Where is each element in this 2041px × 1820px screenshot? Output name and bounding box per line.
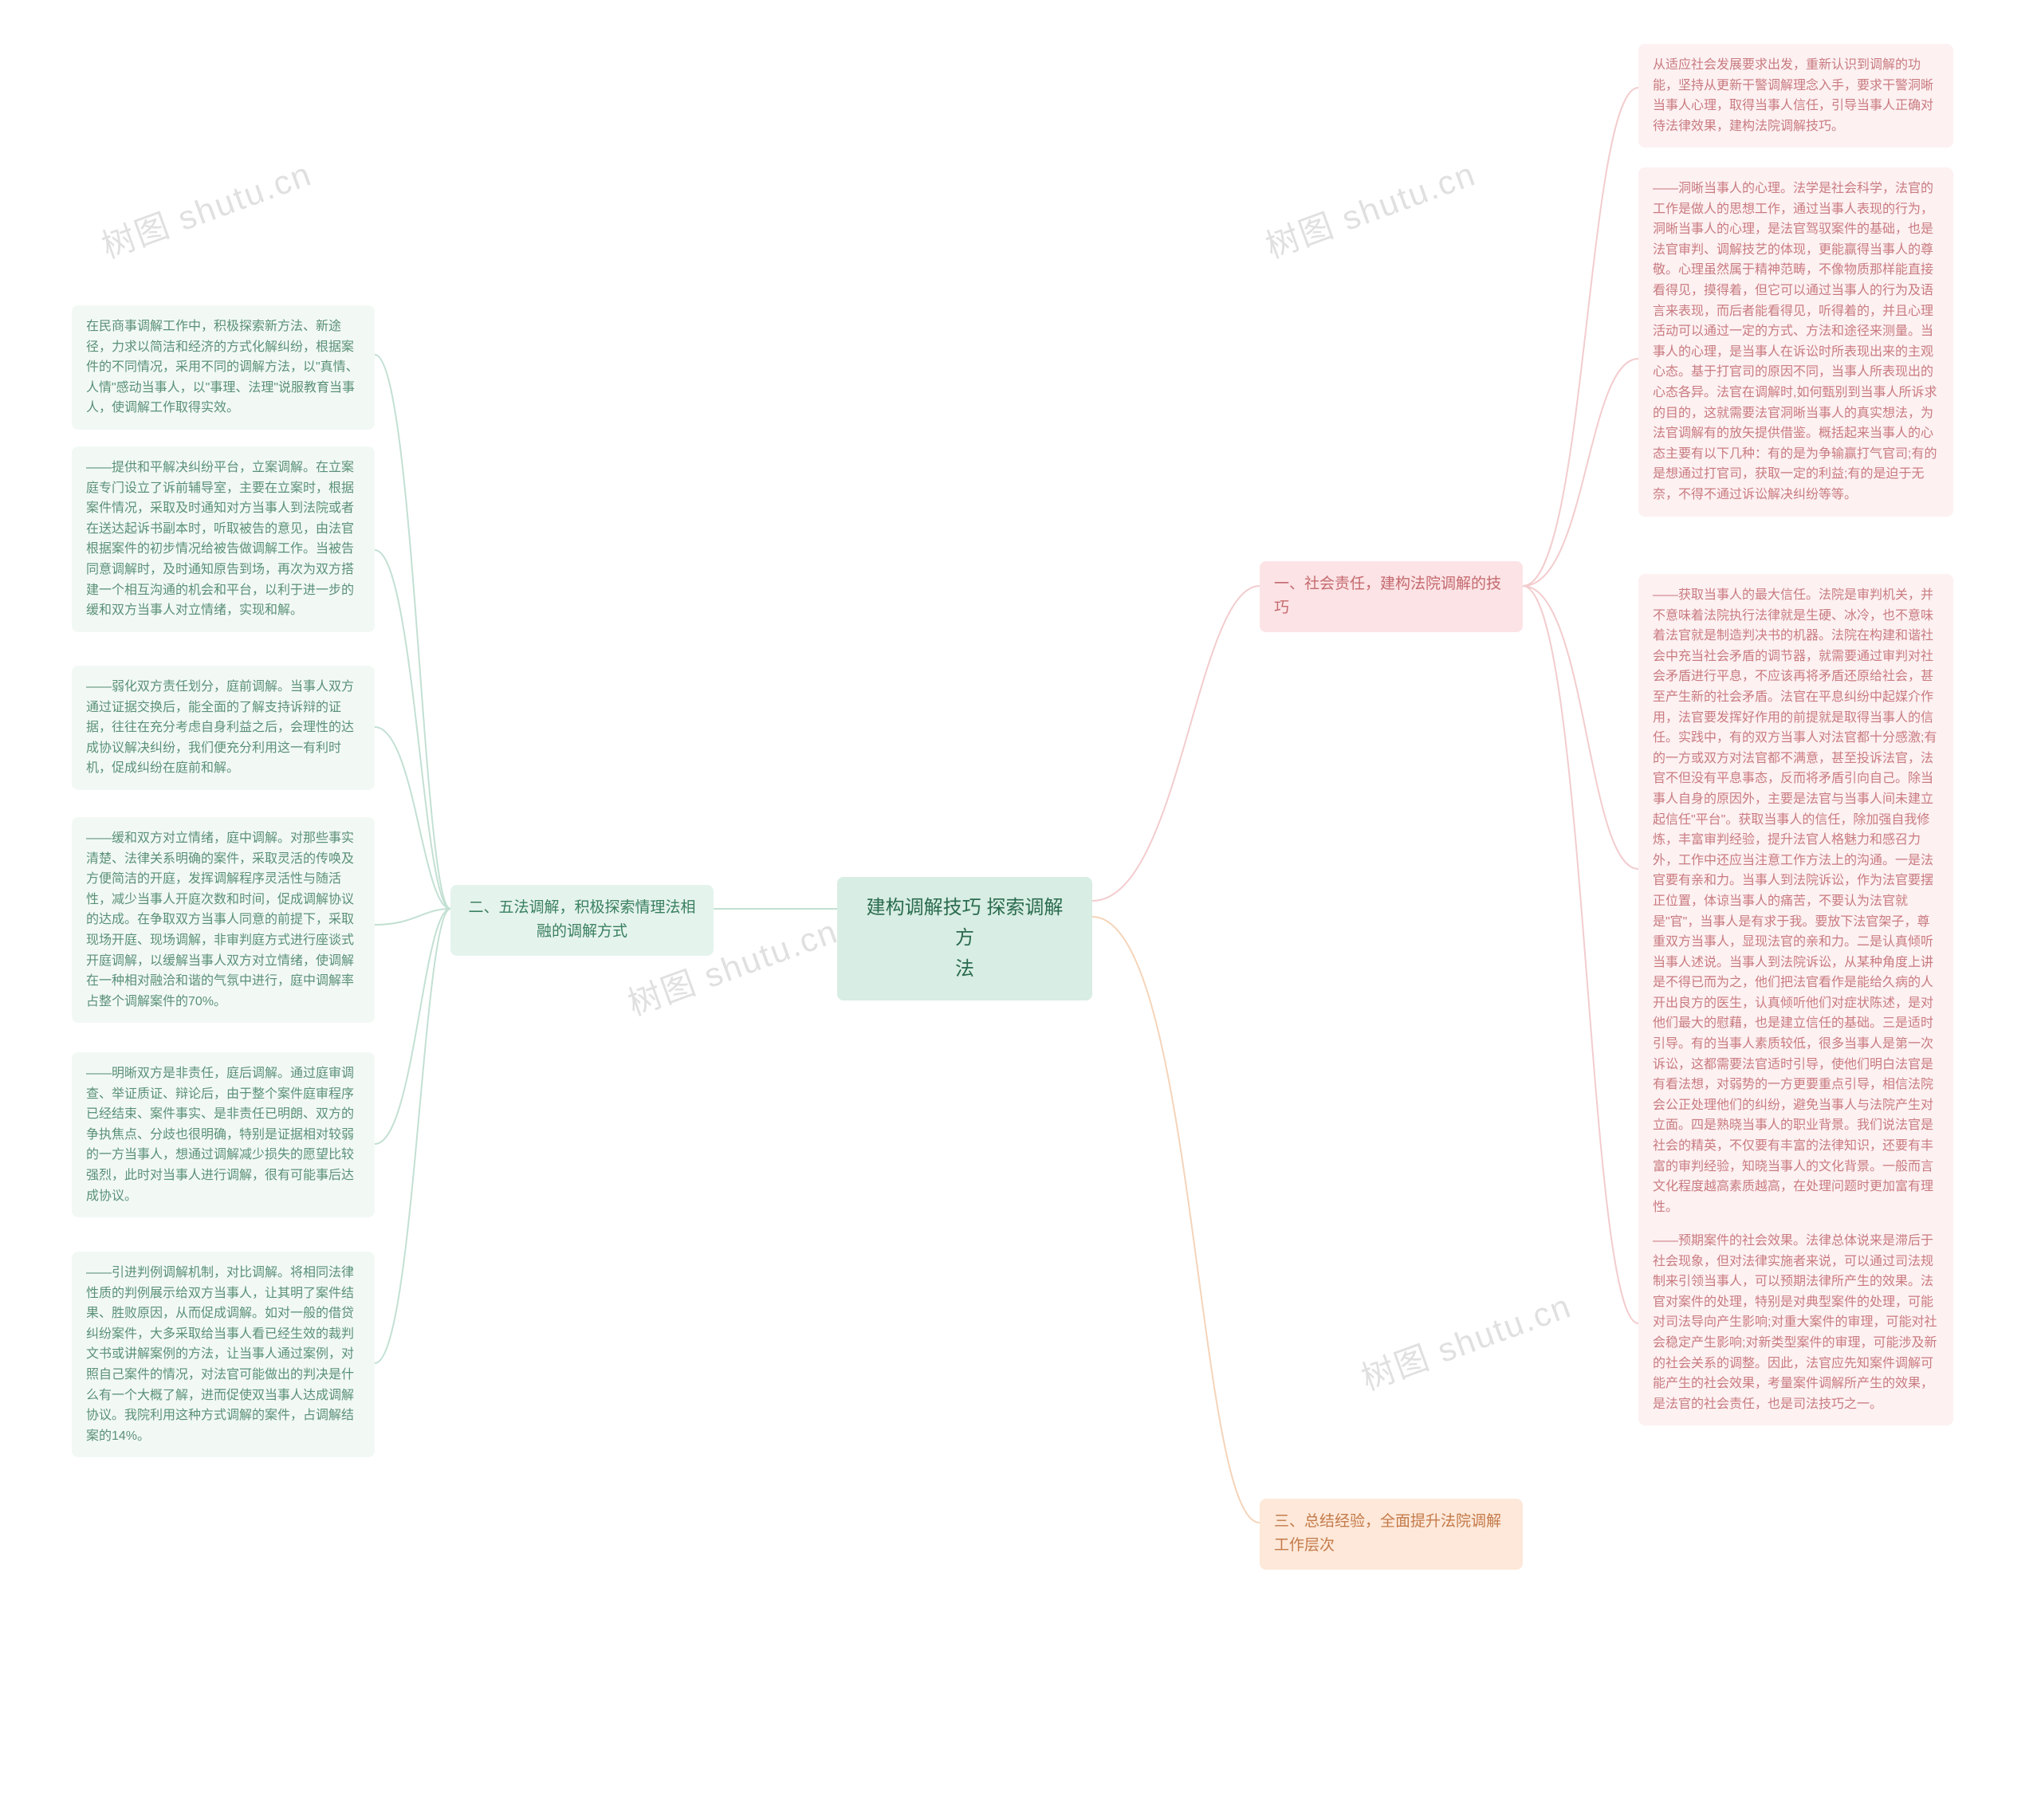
leaf-right-1[interactable]: ——洞晰当事人的心理。法学是社会科学，法官的工作是做人的思想工作，通过当事人表现… — [1638, 167, 1953, 517]
leaf-text: ——引进判例调解机制，对比调解。将相同法律性质的判例展示给双方当事人，让其明了案… — [86, 1266, 354, 1443]
watermark: 树图 shutu.cn — [94, 147, 318, 269]
leaf-text: 在民商事调解工作中，积极探索新方法、新途径，力求以简洁和经济的方式化解纠纷，根据… — [86, 320, 359, 415]
leaf-text: ——提供和平解决纠纷平台，立案调解。在立案庭专门设立了诉前辅导室，主要在立案时，… — [86, 461, 354, 617]
leaf-text: 从适应社会发展要求出发，重新认识到调解的功能，坚持从更新干警调解理念入手，要求干… — [1653, 58, 1933, 133]
branch-two-l1: 二、五法调解，积极探索情理法相 — [465, 896, 699, 920]
leaf-text: ——缓和双方对立情绪，庭中调解。对那些事实清楚、法律关系明确的案件，采取灵活的传… — [86, 831, 354, 1008]
center-line2: 法 — [861, 954, 1068, 985]
leaf-left-4[interactable]: ——明晰双方是非责任，庭后调解。通过庭审调查、举证质证、辩论后，由于整个案件庭审… — [72, 1052, 375, 1217]
branch-three-l1: 三、总结经验，全面提升法院调解 — [1274, 1510, 1508, 1534]
branch-three-l2: 工作层次 — [1274, 1534, 1508, 1558]
branch-three[interactable]: 三、总结经验，全面提升法院调解 工作层次 — [1260, 1499, 1523, 1570]
leaf-text: ——明晰双方是非责任，庭后调解。通过庭审调查、举证质证、辩论后，由于整个案件庭审… — [86, 1067, 354, 1203]
branch-two-l2: 融的调解方式 — [465, 920, 699, 944]
center-line1: 建构调解技巧 探索调解方 — [861, 893, 1068, 954]
leaf-left-5[interactable]: ——引进判例调解机制，对比调解。将相同法律性质的判例展示给双方当事人，让其明了案… — [72, 1252, 375, 1457]
branch-one-l2: 巧 — [1274, 596, 1508, 620]
leaf-left-2[interactable]: ——弱化双方责任划分，庭前调解。当事人双方通过证据交换后，能全面的了解支持诉辩的… — [72, 666, 375, 790]
center-node[interactable]: 建构调解技巧 探索调解方 法 — [837, 877, 1092, 1000]
leaf-text: ——弱化双方责任划分，庭前调解。当事人双方通过证据交换后，能全面的了解支持诉辩的… — [86, 680, 354, 775]
leaf-text: ——预期案件的社会效果。法律总体说来是滞后于社会现象，但对法律实施者来说，可以通… — [1653, 1234, 1937, 1411]
branch-one[interactable]: 一、社会责任，建构法院调解的技 巧 — [1260, 561, 1523, 632]
leaf-left-3[interactable]: ——缓和双方对立情绪，庭中调解。对那些事实清楚、法律关系明确的案件，采取灵活的传… — [72, 817, 375, 1023]
leaf-right-2[interactable]: ——获取当事人的最大信任。法院是审判机关，并不意味着法院执行法律就是生硬、冰冷，… — [1638, 574, 1953, 1228]
watermark: 树图 shutu.cn — [1258, 147, 1482, 269]
leaf-left-1[interactable]: ——提供和平解决纠纷平台，立案调解。在立案庭专门设立了诉前辅导室，主要在立案时，… — [72, 446, 375, 632]
branch-two[interactable]: 二、五法调解，积极探索情理法相 融的调解方式 — [450, 885, 714, 956]
leaf-text: ——获取当事人的最大信任。法院是审判机关，并不意味着法院执行法律就是生硬、冰冷，… — [1653, 588, 1937, 1214]
leaf-right-0[interactable]: 从适应社会发展要求出发，重新认识到调解的功能，坚持从更新干警调解理念入手，要求干… — [1638, 44, 1953, 147]
watermark: 树图 shutu.cn — [1354, 1280, 1578, 1401]
leaf-text: ——洞晰当事人的心理。法学是社会科学，法官的工作是做人的思想工作，通过当事人表现… — [1653, 182, 1937, 501]
leaf-right-3[interactable]: ——预期案件的社会效果。法律总体说来是滞后于社会现象，但对法律实施者来说，可以通… — [1638, 1220, 1953, 1425]
leaf-left-0[interactable]: 在民商事调解工作中，积极探索新方法、新途径，力求以简洁和经济的方式化解纠纷，根据… — [72, 305, 375, 430]
branch-one-l1: 一、社会责任，建构法院调解的技 — [1274, 572, 1508, 596]
